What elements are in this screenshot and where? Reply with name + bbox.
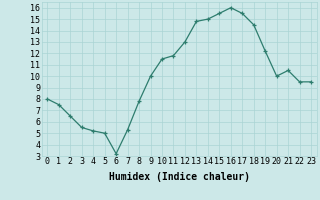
X-axis label: Humidex (Indice chaleur): Humidex (Indice chaleur)	[109, 172, 250, 182]
